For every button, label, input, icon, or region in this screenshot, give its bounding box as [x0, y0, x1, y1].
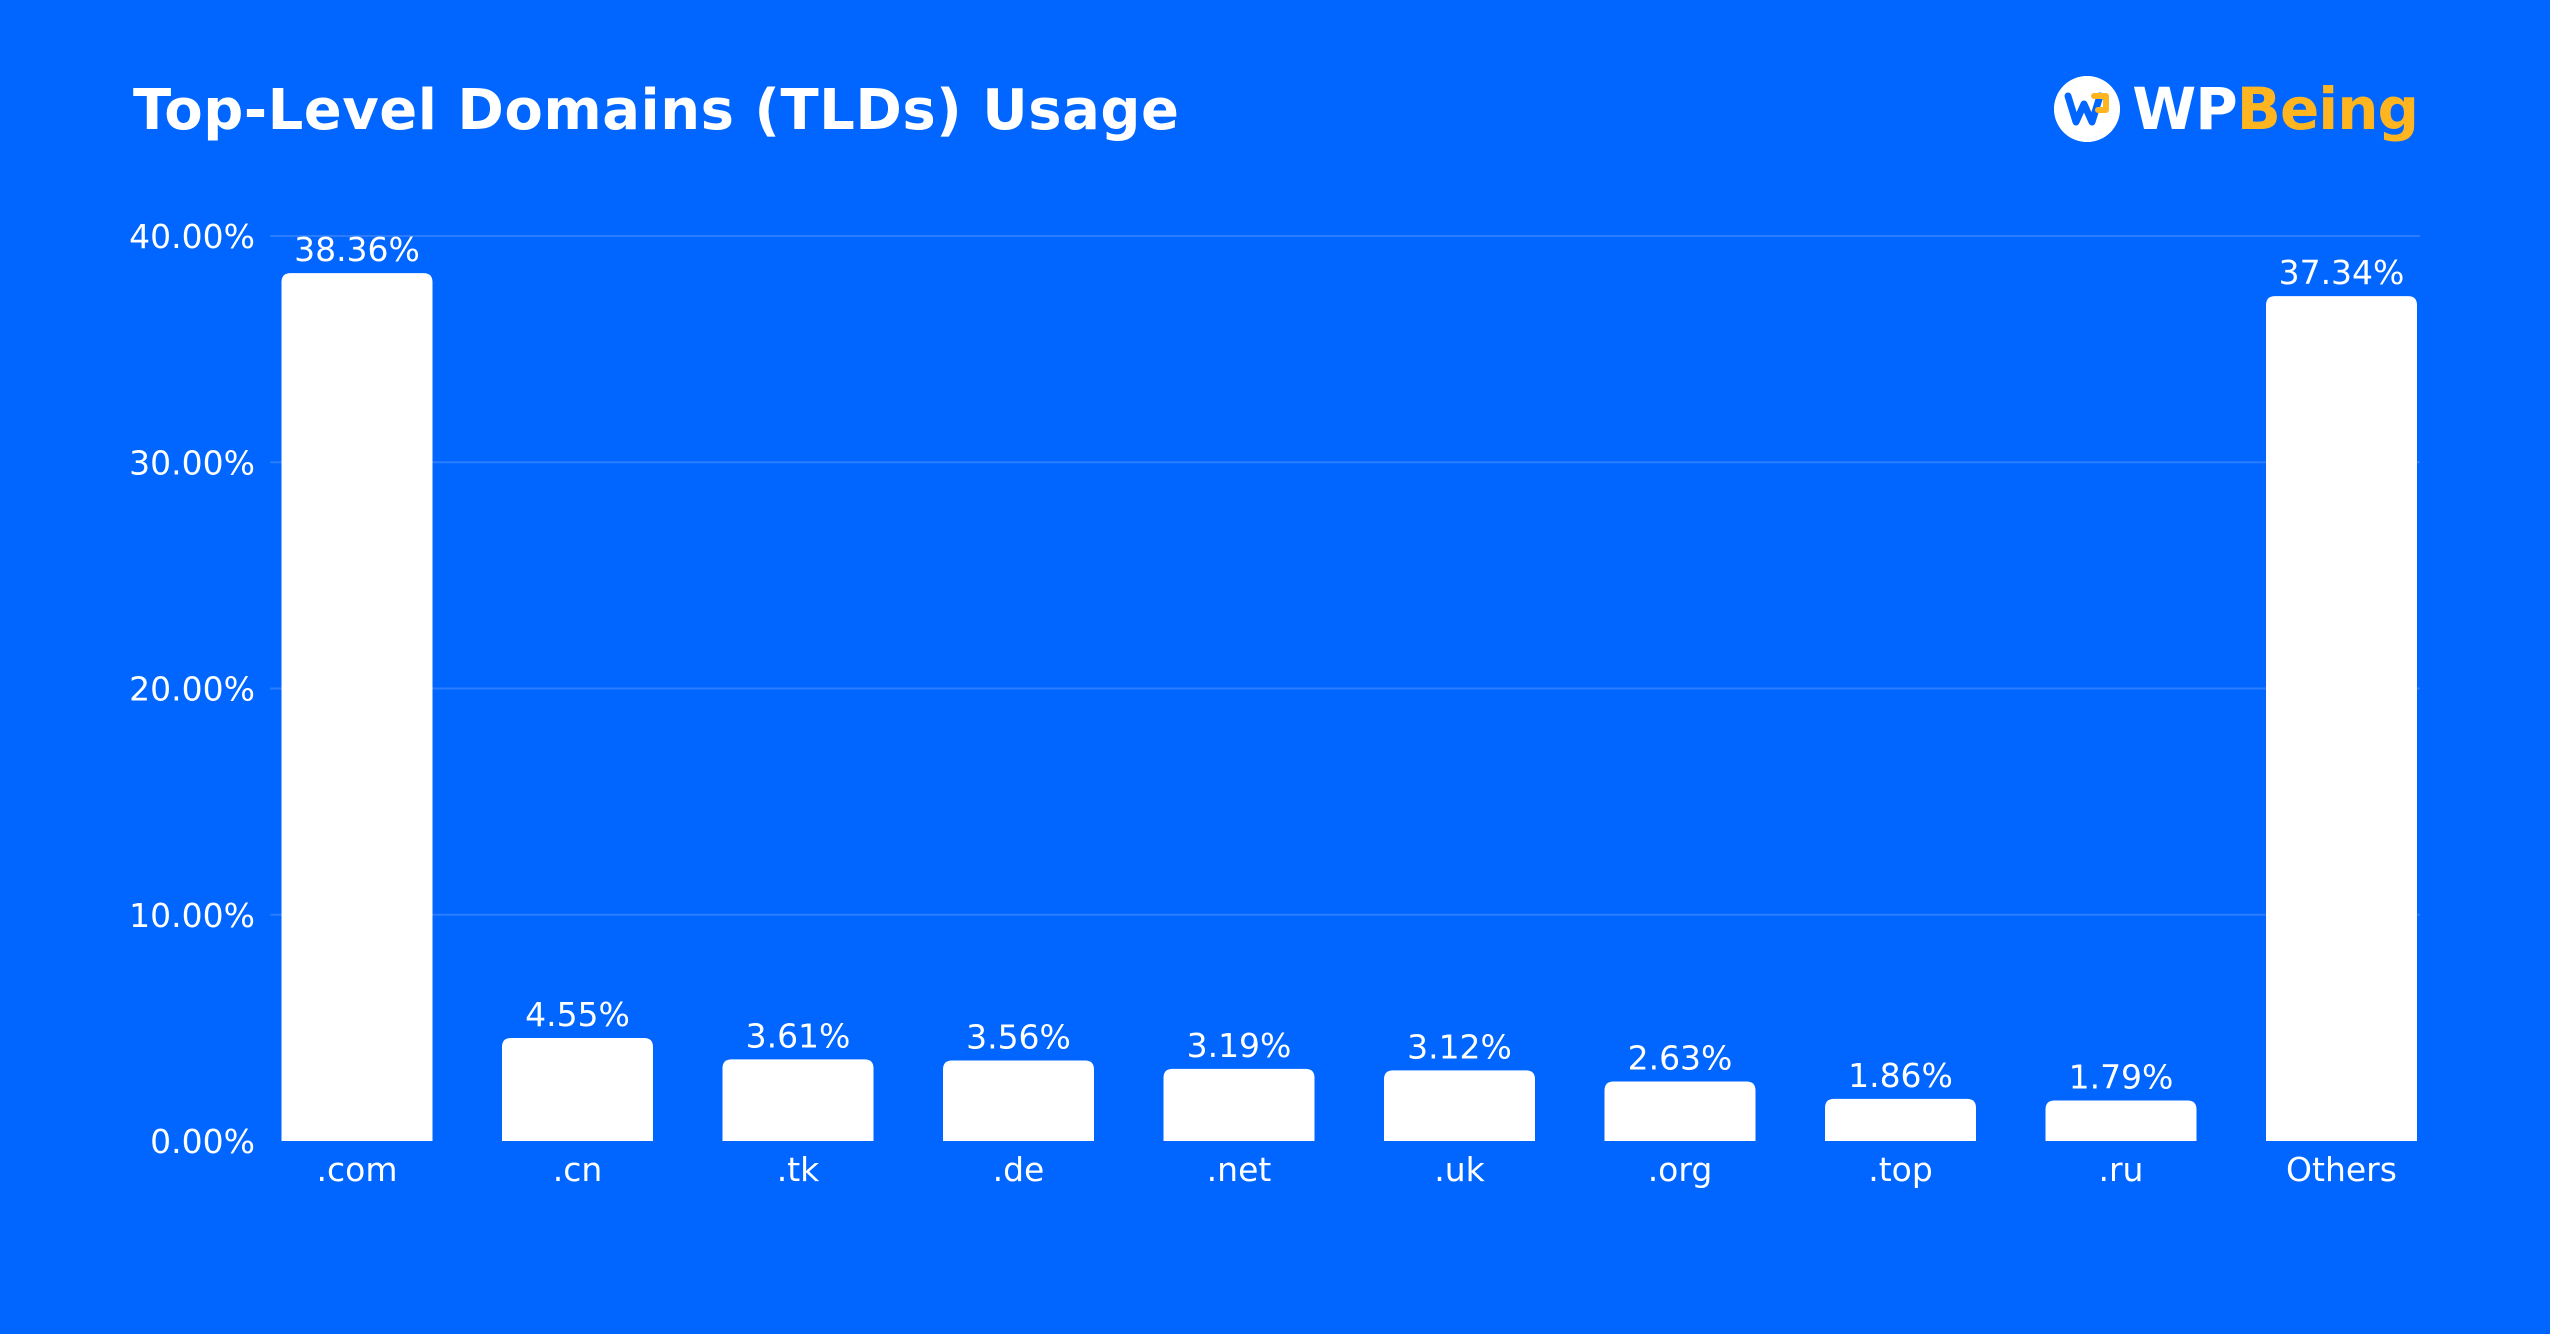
bar [2266, 296, 2417, 1141]
x-category-label: .com [317, 1150, 398, 1189]
bar [1825, 1098, 1976, 1141]
wp-being-logo-icon [2054, 76, 2121, 142]
bar-value-label: 4.55% [525, 995, 630, 1034]
bar [722, 1059, 874, 1141]
bar [1163, 1068, 1315, 1141]
x-category-label: .uk [1434, 1150, 1485, 1189]
bar [1384, 1070, 1535, 1141]
y-tick-label: 0.00% [150, 1122, 255, 1161]
x-category-label: .top [1868, 1150, 1933, 1189]
bar [1604, 1081, 1756, 1141]
bar [502, 1038, 653, 1141]
bar-value-label: 2.63% [1628, 1038, 1733, 1077]
chart-title: Top-Level Domains (TLDs) Usage [133, 78, 1180, 143]
x-category-label: .net [1207, 1150, 1272, 1189]
bar-value-label: 1.86% [1848, 1056, 1953, 1095]
x-category-label: .tk [777, 1150, 820, 1189]
y-tick-label: 20.00% [129, 670, 255, 709]
brand-name-being: Being [2236, 75, 2419, 143]
bar-value-label: 3.56% [966, 1017, 1071, 1056]
bar-value-label: 1.79% [2069, 1058, 2174, 1097]
bar-value-label: 3.12% [1407, 1027, 1512, 1066]
y-tick-label: 30.00% [129, 443, 255, 482]
x-category-label: .ru [2099, 1150, 2144, 1189]
x-category-label: .de [993, 1150, 1045, 1189]
x-category-label: Others [2286, 1150, 2397, 1189]
brand-name: WPBeing [2132, 80, 2419, 138]
y-tick-label: 40.00% [129, 217, 255, 256]
bar-value-label: 3.61% [746, 1016, 851, 1055]
brand-name-wp: WP [2132, 75, 2237, 143]
y-tick-label: 10.00% [129, 896, 255, 935]
x-category-label: .org [1648, 1150, 1713, 1189]
bar [943, 1060, 1094, 1141]
bar [2045, 1100, 2197, 1141]
bar-value-label: 37.34% [2279, 253, 2405, 292]
bar [281, 273, 433, 1142]
bar-value-label: 3.19% [1187, 1026, 1292, 1065]
bar-value-label: 38.36% [294, 230, 420, 269]
brand-logo: WPBeing [2054, 74, 2419, 144]
x-category-label: .cn [553, 1150, 603, 1189]
